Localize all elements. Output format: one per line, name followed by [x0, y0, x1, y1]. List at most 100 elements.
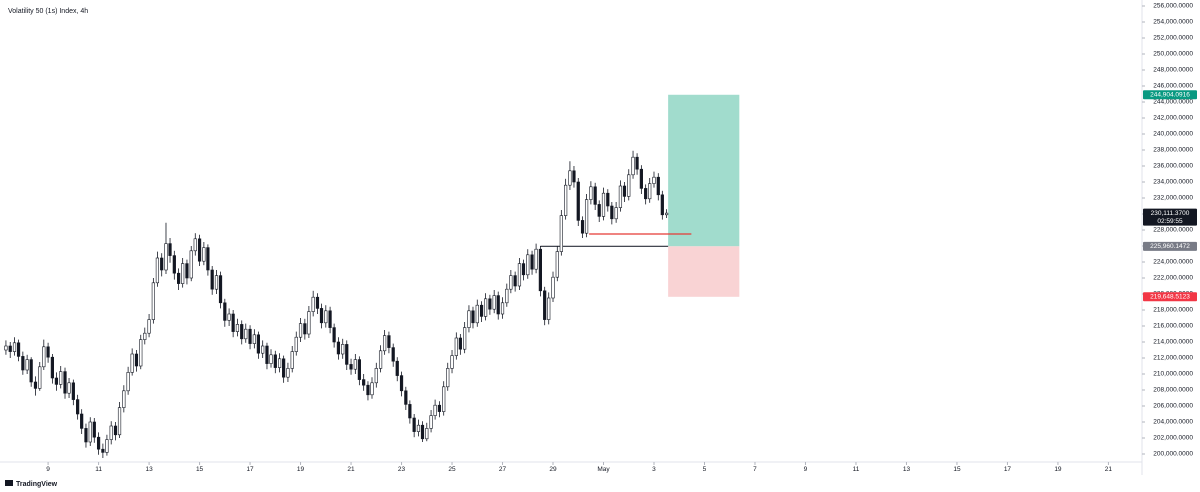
- candle-body: [84, 428, 88, 443]
- candle-body: [606, 192, 610, 207]
- candle-body: [109, 425, 113, 440]
- candle-body: [370, 382, 374, 396]
- candle-body: [42, 346, 46, 368]
- candle-body: [362, 379, 366, 386]
- y-tick-label: 202,000.0000: [1153, 435, 1193, 442]
- candle-body: [437, 404, 442, 412]
- candle-body: [248, 328, 252, 344]
- candle-body: [395, 360, 399, 376]
- y-tick-label: 228,000.0000: [1153, 227, 1193, 234]
- candle-body: [4, 345, 8, 351]
- candle-body: [467, 310, 471, 328]
- candle-body: [526, 254, 530, 276]
- price-label-box: [1143, 241, 1197, 251]
- candle-body: [404, 390, 408, 405]
- candle-body: [517, 263, 522, 287]
- candle-body: [273, 354, 277, 368]
- candle-body: [105, 439, 109, 453]
- candle-body: [25, 359, 29, 371]
- x-tick-label: 13: [903, 466, 911, 473]
- candle-body: [147, 319, 151, 334]
- candle-body: [12, 342, 17, 352]
- candle-body: [59, 371, 63, 385]
- candle-body: [589, 186, 593, 200]
- price-label-box: [1143, 208, 1197, 226]
- candle-body: [597, 204, 601, 217]
- candle-body: [543, 290, 547, 320]
- candle-body: [399, 375, 404, 392]
- candle-body: [252, 334, 256, 344]
- candle-body: [298, 323, 303, 338]
- candle-body: [551, 276, 555, 299]
- candle-body: [177, 272, 181, 284]
- candle-body: [210, 269, 214, 290]
- candle-body: [126, 372, 130, 392]
- candle-body: [420, 424, 425, 440]
- candle-body: [627, 174, 631, 197]
- x-tick-label: May: [597, 466, 610, 473]
- candle-body: [593, 186, 597, 205]
- candle-body: [458, 337, 462, 350]
- candle-body: [218, 275, 223, 304]
- candle-body: [564, 184, 568, 216]
- candle-body: [412, 417, 416, 432]
- candle-body: [160, 257, 164, 271]
- candle-body: [67, 382, 71, 394]
- y-tick-label: 234,000.0000: [1153, 179, 1193, 186]
- candle-body: [509, 275, 513, 290]
- candle-body: [648, 183, 652, 200]
- candle-body: [33, 381, 38, 389]
- candle-body: [130, 353, 134, 373]
- y-tick-label: 216,000.0000: [1153, 323, 1193, 330]
- chart-title: Volatility 50 (1s) Index, 4h: [8, 8, 88, 15]
- candle-body: [555, 251, 559, 278]
- y-tick-label: 252,000.0000: [1153, 35, 1193, 42]
- y-tick-label: 254,000.0000: [1153, 19, 1193, 26]
- candle-body: [303, 323, 307, 335]
- candle-body: [336, 341, 341, 355]
- candle-body: [76, 399, 80, 415]
- candle-body: [71, 382, 75, 400]
- candle-body: [155, 257, 160, 284]
- x-tick-label: 27: [499, 466, 507, 473]
- candle-body: [328, 310, 332, 328]
- candle-body: [117, 407, 122, 436]
- candle-body: [568, 170, 572, 186]
- candle-body: [223, 302, 227, 321]
- price-countdown: 02:59:55: [1157, 218, 1183, 225]
- candle-body: [206, 247, 210, 271]
- candle-body: [143, 332, 147, 340]
- candle-body: [631, 156, 635, 176]
- candle-body: [185, 263, 189, 279]
- candle-body: [80, 413, 84, 429]
- y-tick-label: 246,000.0000: [1153, 83, 1193, 90]
- candle-body: [408, 404, 412, 419]
- candle-body: [383, 335, 387, 352]
- candle-body: [172, 255, 176, 274]
- x-tick-label: 23: [398, 466, 406, 473]
- candle-body: [357, 359, 361, 380]
- candle-body: [665, 212, 669, 216]
- candle-body: [277, 358, 282, 368]
- candle-body: [286, 368, 290, 378]
- candle-body: [475, 304, 479, 324]
- candle-body: [366, 384, 370, 396]
- candle-body: [332, 327, 336, 343]
- y-tick-label: 210,000.0000: [1153, 371, 1193, 378]
- candle-body: [214, 275, 219, 290]
- x-tick-label: 19: [1054, 466, 1062, 473]
- x-tick-label: 21: [347, 466, 355, 473]
- candle-body: [349, 364, 353, 370]
- candle-body: [181, 263, 185, 284]
- candle-body: [374, 368, 378, 384]
- x-tick-label: 9: [804, 466, 808, 473]
- candle-body: [622, 185, 627, 197]
- candle-body: [244, 328, 248, 340]
- candle-body: [164, 243, 168, 271]
- y-tick-label: 256,000.0000: [1153, 3, 1193, 10]
- x-tick-label: 5: [703, 466, 707, 473]
- x-tick-label: 17: [246, 466, 254, 473]
- x-tick-label: 11: [853, 466, 860, 473]
- candle-body: [307, 311, 311, 335]
